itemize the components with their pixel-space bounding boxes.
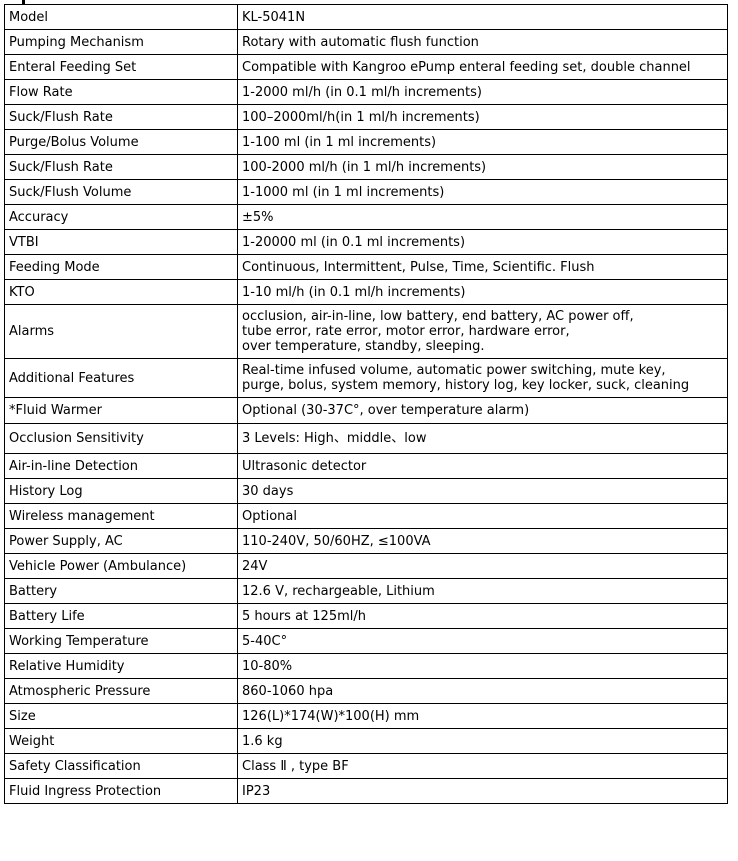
spec-row: Working Temperature 5-40C°: [4, 628, 728, 654]
spec-row: VTBI 1-20000 ml (in 0.1 ml increments): [4, 229, 728, 255]
spec-label: Atmospheric Pressure: [4, 678, 238, 704]
spec-row: Suck/Flush Rate 100–2000ml/h(in 1 ml/h in…: [4, 104, 728, 130]
spec-label: Power Supply, AC: [4, 528, 238, 554]
spec-label: Pumping Mechanism: [4, 29, 238, 55]
spec-value: IP23: [237, 778, 728, 804]
spec-value: 100-2000 ml/h (in 1 ml/h increments): [237, 154, 728, 180]
spec-label: Suck/Flush Rate: [4, 154, 238, 180]
spec-label: Accuracy: [4, 204, 238, 230]
spec-value: 10-80%: [237, 653, 728, 679]
spec-row: Safety Classification Class Ⅱ , type BF: [4, 753, 728, 779]
spec-value: 860-1060 hpa: [237, 678, 728, 704]
spec-value: Optional (30-37C°, over temperature alar…: [237, 397, 728, 424]
spec-value: 1-100 ml (in 1 ml increments): [237, 129, 728, 155]
spec-row: Weight 1.6 kg: [4, 728, 728, 754]
spec-value: ±5%: [237, 204, 728, 230]
spec-row: Wireless management Optional: [4, 503, 728, 529]
spec-row: Relative Humidity 10-80%: [4, 653, 728, 679]
spec-row: Purge/Bolus Volume 1-100 ml (in 1 ml incr…: [4, 129, 728, 155]
spec-label: Model: [4, 4, 238, 30]
spec-row: Accuracy ±5%: [4, 204, 728, 230]
spec-label: Purge/Bolus Volume: [4, 129, 238, 155]
spec-label: *Fluid Warmer: [4, 397, 238, 424]
spec-label: Enteral Feeding Set: [4, 54, 238, 80]
spec-row: Atmospheric Pressure 860-1060 hpa: [4, 678, 728, 704]
spec-value: Ultrasonic detector: [237, 453, 728, 479]
spec-label: Suck/Flush Rate: [4, 104, 238, 130]
spec-label: Battery: [4, 578, 238, 604]
spec-label: VTBI: [4, 229, 238, 255]
spec-value: occlusion, air-in-line, low battery, end…: [237, 304, 728, 359]
spec-row: Suck/Flush Volume 1-1000 ml (in 1 ml incr…: [4, 179, 728, 205]
spec-row: Suck/Flush Rate 100-2000 ml/h (in 1 ml/h …: [4, 154, 728, 180]
spec-row: Feeding Mode Continuous, Intermittent, Pu…: [4, 254, 728, 280]
spec-value: 1.6 kg: [237, 728, 728, 754]
spec-label: Working Temperature: [4, 628, 238, 654]
spec-label: Suck/Flush Volume: [4, 179, 238, 205]
spec-row: Alarms occlusion, air-in-line, low batter…: [4, 304, 728, 359]
spec-row: Model KL-5041N: [4, 4, 728, 30]
spec-row: Power Supply, AC 110-240V, 50/60HZ, ≤100V…: [4, 528, 728, 554]
spec-label: Battery Life: [4, 603, 238, 629]
spec-value: 1-2000 ml/h (in 0.1 ml/h increments): [237, 79, 728, 105]
cropped-heading-fragment: [22, 0, 25, 5]
spec-value: Rotary with automatic flush function: [237, 29, 728, 55]
spec-row: Occlusion Sensitivity 3 Levels: High、midd…: [4, 423, 728, 454]
spec-label: Wireless management: [4, 503, 238, 529]
spec-value: Optional: [237, 503, 728, 529]
spec-label: Fluid Ingress Protection: [4, 778, 238, 804]
spec-label: Additional Features: [4, 358, 238, 398]
specifications-table: Model KL-5041N Pumping Mechanism Rotary wit…: [4, 4, 728, 804]
spec-row: Fluid Ingress Protection IP23: [4, 778, 728, 804]
spec-row: Size 126(L)*174(W)*100(H) mm: [4, 703, 728, 729]
spec-value: 100–2000ml/h(in 1 ml/h increments): [237, 104, 728, 130]
spec-row: Additional Features Real-time infused vol…: [4, 358, 728, 398]
spec-row: Pumping Mechanism Rotary with automatic f…: [4, 29, 728, 55]
spec-row: Battery Life 5 hours at 125ml/h: [4, 603, 728, 629]
spec-label: Size: [4, 703, 238, 729]
spec-row: Air-in-line Detection Ultrasonic detector: [4, 453, 728, 479]
spec-row: Flow Rate 1-2000 ml/h (in 0.1 ml/h increm…: [4, 79, 728, 105]
spec-value: 3 Levels: High、middle、low: [237, 423, 728, 454]
spec-label: History Log: [4, 478, 238, 504]
spec-value: 1-10 ml/h (in 0.1 ml/h increments): [237, 279, 728, 305]
spec-value: KL-5041N: [237, 4, 728, 30]
spec-value: 1-20000 ml (in 0.1 ml increments): [237, 229, 728, 255]
spec-label: Alarms: [4, 304, 238, 359]
spec-label: Vehicle Power (Ambulance): [4, 553, 238, 579]
spec-row: Enteral Feeding Set Compatible with Kangr…: [4, 54, 728, 80]
spec-value: 5 hours at 125ml/h: [237, 603, 728, 629]
spec-row: History Log 30 days: [4, 478, 728, 504]
spec-value: 30 days: [237, 478, 728, 504]
spec-value: 1-1000 ml (in 1 ml increments): [237, 179, 728, 205]
spec-label: Occlusion Sensitivity: [4, 423, 238, 454]
spec-value: Continuous, Intermittent, Pulse, Time, S…: [237, 254, 728, 280]
spec-row: *Fluid Warmer Optional (30-37C°, over tem…: [4, 397, 728, 424]
spec-value: 126(L)*174(W)*100(H) mm: [237, 703, 728, 729]
spec-label: Feeding Mode: [4, 254, 238, 280]
spec-row: Battery 12.6 V, rechargeable, Lithium: [4, 578, 728, 604]
spec-label: KTO: [4, 279, 238, 305]
spec-label: Safety Classification: [4, 753, 238, 779]
spec-label: Flow Rate: [4, 79, 238, 105]
spec-value: 12.6 V, rechargeable, Lithium: [237, 578, 728, 604]
spec-label: Relative Humidity: [4, 653, 238, 679]
spec-label: Weight: [4, 728, 238, 754]
spec-value: Compatible with Kangroo ePump enteral fe…: [237, 54, 728, 80]
spec-row: Vehicle Power (Ambulance) 24V: [4, 553, 728, 579]
spec-value: 5-40C°: [237, 628, 728, 654]
spec-row: KTO 1-10 ml/h (in 0.1 ml/h increments): [4, 279, 728, 305]
spec-value: Class Ⅱ , type BF: [237, 753, 728, 779]
spec-value: 110-240V, 50/60HZ, ≤100VA: [237, 528, 728, 554]
spec-value: Real-time infused volume, automatic powe…: [237, 358, 728, 398]
spec-value: 24V: [237, 553, 728, 579]
spec-label: Air-in-line Detection: [4, 453, 238, 479]
